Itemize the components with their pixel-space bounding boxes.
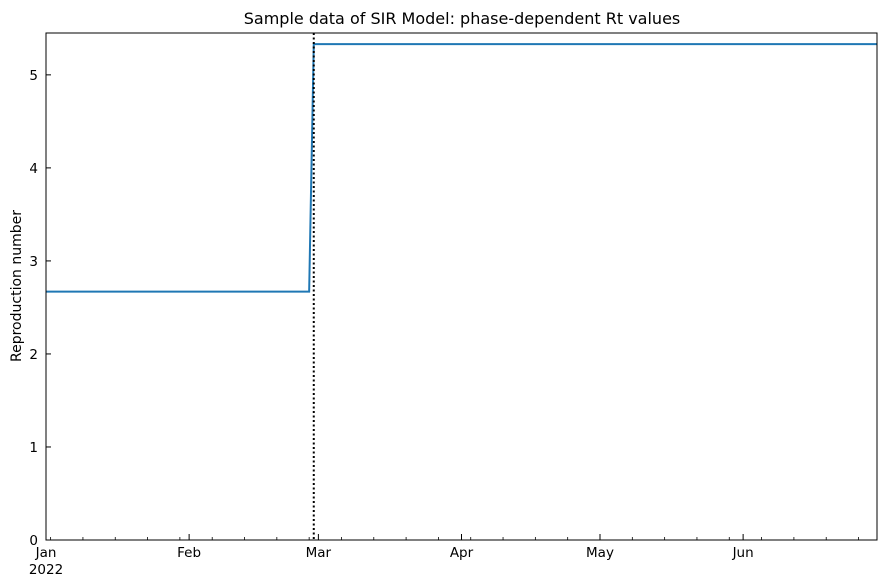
y-axis-title: Reproduction number (9, 210, 25, 362)
chart-title: Sample data of SIR Model: phase-dependen… (244, 9, 681, 28)
plot-frame (45, 32, 878, 541)
x-tick-label: Jun (732, 545, 754, 561)
x-tick-label: Apr (450, 545, 474, 561)
x-tick-label: Jan (35, 545, 57, 561)
x-tick-sublabel: 2022 (29, 562, 63, 578)
x-tick-label: Mar (306, 545, 332, 561)
x-tick-label: Feb (177, 545, 201, 561)
y-tick-label: 3 (29, 254, 38, 270)
y-tick-label: 4 (29, 161, 38, 177)
y-tick-label: 5 (29, 68, 38, 84)
y-tick-label: 0 (29, 533, 38, 549)
y-tick-label: 2 (29, 347, 38, 363)
series-line-0 (46, 43, 877, 293)
y-tick-label: 1 (29, 440, 38, 456)
x-tick-label: May (586, 545, 614, 561)
